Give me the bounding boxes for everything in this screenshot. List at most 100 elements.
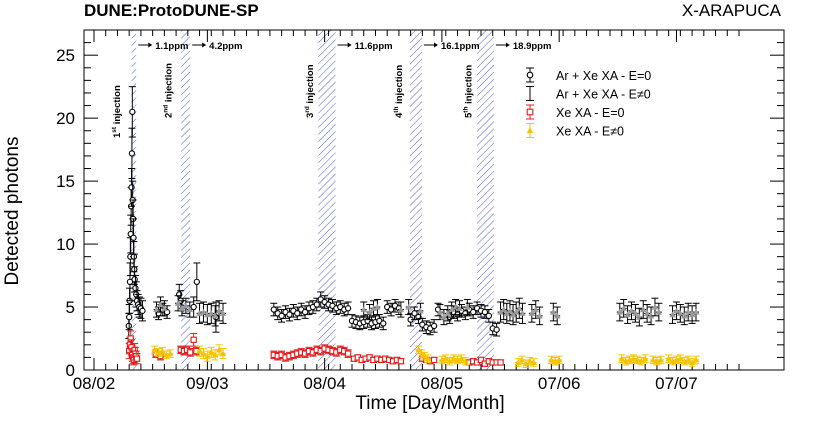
marker [628,307,635,314]
marker [126,278,134,286]
marker [512,308,520,315]
series-3 [125,330,505,367]
marker [207,349,215,355]
ppm-label: 11.6ppm [355,41,393,52]
data-point [639,300,647,319]
data-point [397,358,405,365]
marker [632,310,639,316]
point-marker [219,350,227,357]
ppm-label: 4.2ppm [209,41,242,52]
point-marker [692,356,700,363]
point-marker [620,305,627,311]
marker [500,306,507,313]
legend-marker [526,71,534,79]
data-point [688,305,696,324]
point-marker [126,313,133,321]
point-marker [462,357,469,364]
data-point [440,309,448,326]
marker [313,301,320,308]
data-point [405,298,413,316]
point-marker [665,355,672,362]
data-point [393,356,401,364]
point-marker [550,308,557,315]
marker [196,347,203,354]
point-marker [421,352,429,359]
marker [497,308,504,315]
point-marker [444,310,452,316]
data-point [379,316,387,331]
data-point [692,355,700,365]
point-marker [647,312,655,319]
x-tick-label: 08/04 [303,374,346,393]
marker [360,306,368,313]
point-marker [174,300,182,306]
y-tick-label: 10 [56,235,75,254]
data-point [128,86,136,138]
chart-subtitle: X-ARAPUCA [681,1,781,20]
point-marker [207,310,215,316]
marker [366,308,373,315]
point-marker [493,326,500,333]
point-marker [448,306,455,313]
marker [506,307,514,314]
point-marker [387,306,395,313]
marker [200,350,207,357]
data-point [624,305,632,324]
marker [130,234,137,241]
legend-label: Ar + Xe XA - E=0 [556,69,651,83]
point-marker [643,310,651,316]
data-point [166,349,174,358]
data-point [424,354,432,363]
point-marker [380,320,387,327]
marker [448,306,455,313]
point-marker [688,311,696,318]
data-point [186,301,194,318]
point-marker [628,307,635,314]
data-point [528,304,536,323]
point-marker [157,301,164,308]
marker [127,335,134,342]
data-point [305,301,313,316]
ppm-label: 1.1ppm [155,41,188,52]
marker [684,308,692,315]
data-point [336,300,344,314]
point-marker [360,306,368,313]
marker [187,349,194,356]
data-point [430,319,438,333]
marker [159,347,166,354]
point-marker [200,308,207,315]
x-tick-label: 07/06 [538,374,581,393]
data-point [651,297,659,317]
marker [444,310,452,316]
data-point [549,302,557,322]
point-marker [130,234,137,241]
data-point [628,301,635,321]
marker [139,307,146,314]
data-point [416,302,424,319]
marker [553,312,561,319]
point-marker [159,347,166,354]
point-marker [424,355,432,362]
data-point [518,302,526,324]
point-marker [126,278,134,286]
arrow-head [347,42,352,48]
injection-text: 5th injection [462,65,474,118]
data-point [477,304,485,318]
point-marker [481,308,489,316]
marker [211,312,219,319]
data-point [481,305,489,319]
point-marker [657,356,665,363]
data-point [151,345,159,355]
point-marker [442,355,450,362]
chart-title: DUNE:ProtoDUNE-SP [84,1,259,20]
marker [397,306,405,313]
marker [620,305,627,311]
data-point [641,354,649,363]
point-marker [166,350,174,357]
marker [294,310,301,317]
data-point [463,298,471,316]
data-point [178,300,186,317]
injection-band [318,30,336,370]
point-marker [128,184,135,191]
marker [503,310,511,316]
